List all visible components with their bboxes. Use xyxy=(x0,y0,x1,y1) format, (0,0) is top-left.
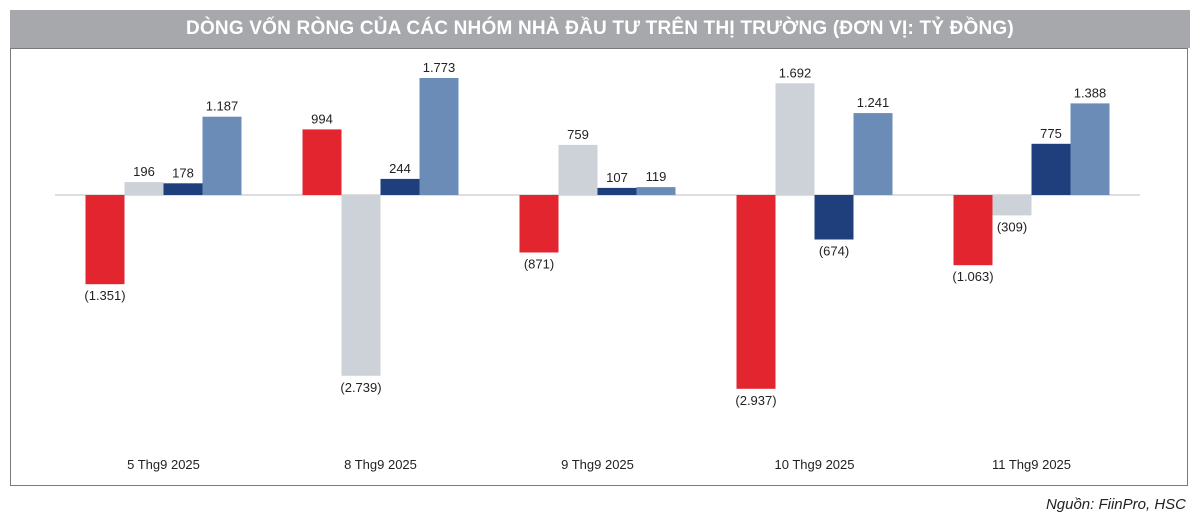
bar xyxy=(1031,143,1071,195)
bar xyxy=(992,195,1032,216)
bars-layer xyxy=(85,78,1110,389)
bar xyxy=(419,78,459,195)
data-label: 196 xyxy=(133,164,155,179)
data-label: 107 xyxy=(606,170,628,185)
bar xyxy=(85,195,125,285)
data-label: 1.187 xyxy=(206,99,239,114)
chart-frame xyxy=(10,48,1188,486)
data-label: (674) xyxy=(819,244,849,259)
data-label: (1.063) xyxy=(952,269,993,284)
category-labels-layer: 5 Thg9 2025 8 Thg9 2025 9 Thg9 2025 10 Thg9… xyxy=(127,457,1071,472)
bar xyxy=(202,116,242,195)
bar xyxy=(519,195,559,253)
data-label: (871) xyxy=(524,257,554,272)
data-labels-layer: (1.351) 196 178 1.187 994 (2.739) 244 1.773 (871… xyxy=(84,60,1106,408)
data-label: 1.773 xyxy=(423,60,456,75)
data-label: 1.388 xyxy=(1074,85,1107,100)
chart-title: DÒNG VỐN RÒNG CỦA CÁC NHÓM NHÀ ĐẦU TƯ TR… xyxy=(10,10,1190,48)
category-label: 5 Thg9 2025 xyxy=(127,457,200,472)
bar xyxy=(124,182,164,195)
data-label: 119 xyxy=(646,169,667,184)
bar xyxy=(302,129,342,195)
bar xyxy=(953,195,993,266)
category-label: 10 Thg9 2025 xyxy=(775,457,855,472)
bar xyxy=(597,187,637,195)
data-label: (2.937) xyxy=(735,393,776,408)
bar xyxy=(1070,103,1110,195)
bar xyxy=(163,183,203,195)
data-label: 244 xyxy=(389,161,411,176)
bar xyxy=(380,178,420,195)
bar xyxy=(636,187,676,195)
data-label: 1.692 xyxy=(779,65,812,80)
bar xyxy=(736,195,776,389)
data-label: 1.241 xyxy=(857,95,890,110)
data-label: 178 xyxy=(172,165,194,180)
data-label: 994 xyxy=(311,111,333,126)
category-label: 8 Thg9 2025 xyxy=(344,457,417,472)
data-label: 759 xyxy=(567,127,589,142)
category-label: 9 Thg9 2025 xyxy=(561,457,634,472)
bar xyxy=(775,83,815,195)
data-label: (309) xyxy=(997,219,1027,234)
data-label: 775 xyxy=(1040,126,1062,141)
source-note: Nguồn: FiinPro, HSC xyxy=(1045,496,1186,513)
bar xyxy=(558,144,598,195)
bar xyxy=(853,113,893,195)
bar xyxy=(341,195,381,376)
bar xyxy=(814,195,854,240)
data-label: (1.351) xyxy=(84,288,125,303)
category-label: 11 Thg9 2025 xyxy=(992,457,1071,472)
data-label: (2.739) xyxy=(340,380,381,395)
